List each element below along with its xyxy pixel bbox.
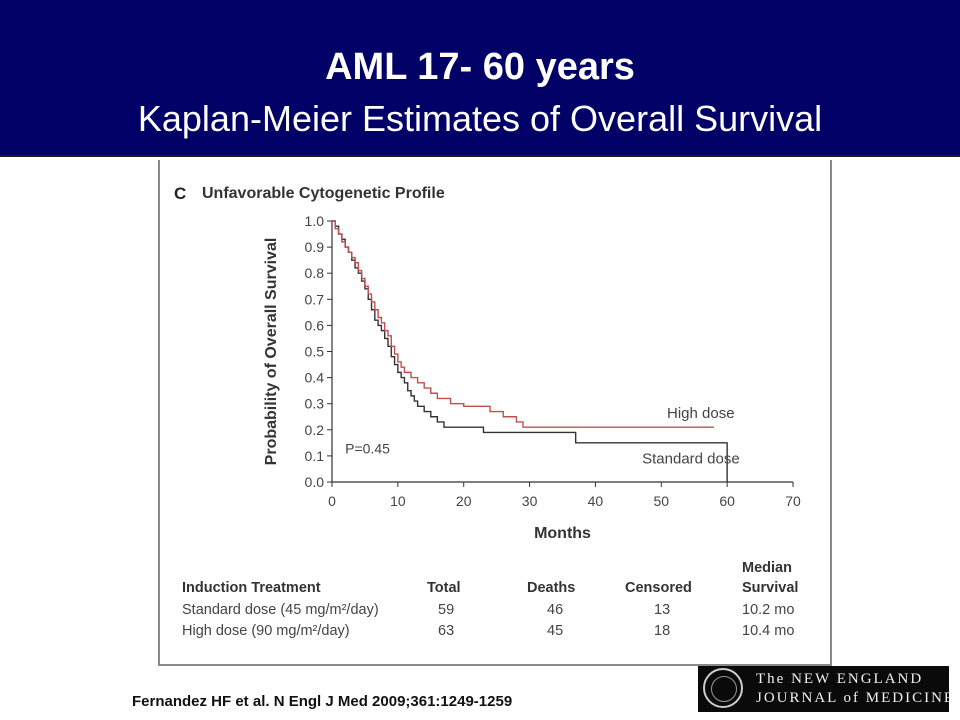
- km-curve-standard-dose: [332, 220, 728, 482]
- y-tick-label: 0.6: [305, 317, 325, 333]
- table-header-treatment: Induction Treatment: [182, 580, 321, 596]
- km-chart: 0 10 20 30 40 50 60 70 0.0 0.1 0.2 0.3 0.4 0.5 0.6 0.7 0…: [263, 213, 801, 540]
- x-tick-label: 60: [719, 493, 735, 509]
- table-row-standard-censored: 13: [654, 602, 671, 618]
- y-tick-label: 0.8: [305, 265, 325, 281]
- table-row-high-censored: 18: [654, 623, 671, 639]
- y-tick-label: 0.9: [305, 239, 325, 255]
- x-tick-label: 50: [653, 493, 669, 509]
- nejm-logo: The NEW ENGLAND JOURNAL of MEDICINE: [698, 666, 953, 712]
- logo-line2: JOURNAL of MEDICINE: [756, 690, 956, 706]
- x-tick-label: 30: [522, 493, 538, 509]
- panel-letter: C: [174, 184, 187, 203]
- y-tick-label: 0.3: [305, 396, 325, 412]
- nejm-seal-icon: [703, 668, 743, 708]
- table-row-high-median: 10.4 mo: [742, 623, 795, 639]
- table-row-high-treatment: High dose (90 mg/m²/day): [182, 623, 350, 639]
- x-tick-label: 0: [328, 493, 336, 509]
- slide-title: AML 17- 60 years: [325, 46, 635, 88]
- table-row-high-total: 63: [438, 623, 455, 639]
- table-header-deaths: Deaths: [527, 580, 576, 596]
- citation: Fernandez HF et al. N Engl J Med 2009;36…: [132, 693, 513, 710]
- table-row-standard-treatment: Standard dose (45 mg/m²/day): [182, 602, 379, 618]
- y-tick-label: 1.0: [305, 213, 325, 229]
- table-header-censored: Censored: [625, 580, 692, 596]
- series-label-standard-dose: Standard dose: [642, 451, 740, 468]
- y-tick-label: 0.2: [305, 422, 325, 438]
- y-axis-title: Probability of Overall Survival: [263, 238, 280, 466]
- panel-title: Unfavorable Cytogenetic Profile: [202, 185, 445, 202]
- y-tick-label: 0.5: [305, 344, 325, 360]
- x-axis-title: Months: [534, 525, 591, 540]
- y-tick-label: 0.7: [305, 291, 325, 307]
- logo-line1: The NEW ENGLAND: [756, 671, 924, 687]
- x-tick-label: 10: [390, 493, 406, 509]
- y-tick-label: 0.1: [305, 448, 325, 464]
- figure-panel: 0 10 20 30 40 50 60 70 0.0 0.1 0.2 0.3 0.4 0.5 0.6 0.7 0…: [158, 160, 832, 666]
- y-tick-label: 0.0: [305, 474, 325, 490]
- table-header-survival: Survival: [742, 580, 799, 596]
- table-row-high-deaths: 45: [547, 623, 564, 639]
- p-value-annotation: P=0.45: [345, 440, 390, 456]
- table-row-standard-median: 10.2 mo: [742, 602, 795, 618]
- km-curve-high-dose: [332, 220, 714, 428]
- table-row-standard-total: 59: [438, 602, 455, 618]
- x-tick-label: 20: [456, 493, 472, 509]
- x-tick-label: 70: [785, 493, 801, 509]
- y-tick-label: 0.4: [305, 370, 325, 386]
- table-header-median: Median: [742, 560, 792, 576]
- series-label-high-dose: High dose: [667, 405, 735, 422]
- title-banner: AML 17- 60 years Kaplan-Meier Estimates …: [0, 0, 960, 157]
- slide-subtitle: Kaplan-Meier Estimates of Overall Surviv…: [137, 98, 823, 139]
- table-header-total: Total: [427, 580, 461, 596]
- table-row-standard-deaths: 46: [547, 602, 564, 618]
- x-tick-label: 40: [588, 493, 604, 509]
